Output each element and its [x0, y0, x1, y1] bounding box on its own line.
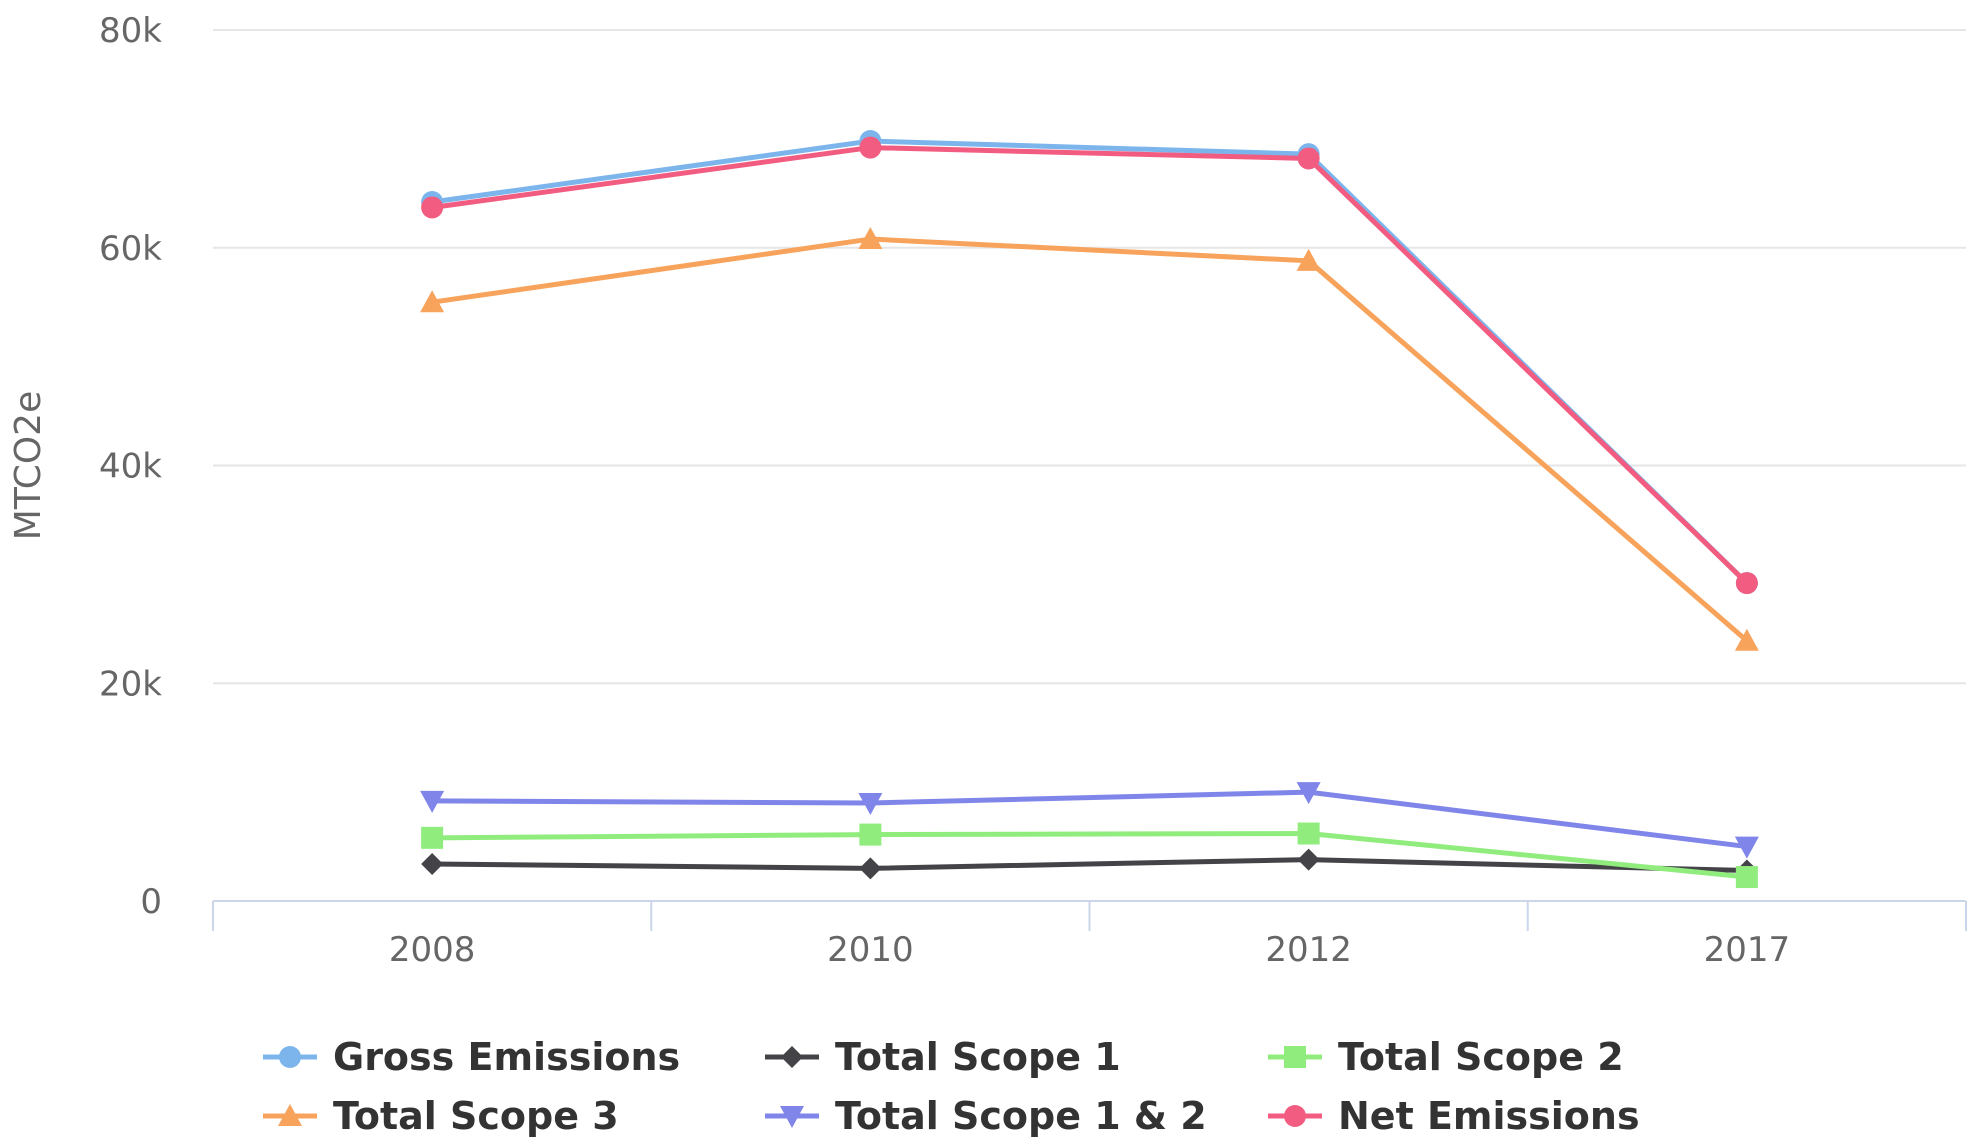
data-point: [420, 290, 445, 313]
data-point: [421, 826, 444, 849]
x-tick-label: 2017: [1704, 930, 1791, 970]
legend-label: Net Emissions: [1338, 1094, 1640, 1138]
data-point: [1296, 782, 1321, 805]
data-point: [859, 136, 882, 159]
grid-lines: [213, 29, 1966, 685]
data-point: [1735, 866, 1758, 889]
series-group: [420, 130, 1759, 889]
x-tick-label: 2012: [1265, 930, 1352, 970]
legend-item-total-scope-1-and-2[interactable]: Total Scope 1 & 2: [765, 1094, 1207, 1138]
y-tick-label: 0: [140, 882, 162, 922]
series-line: [429, 789, 1750, 850]
data-point: [421, 852, 444, 875]
legend-item-total-scope-2[interactable]: Total Scope 2: [1268, 1035, 1624, 1079]
legend-item-net-emissions[interactable]: Net Emissions: [1268, 1094, 1640, 1138]
legend-symbol: [279, 1046, 301, 1068]
data-point: [859, 857, 882, 880]
legend-symbol: [781, 1046, 803, 1068]
series-line: [429, 236, 1750, 644]
legend-item-total-scope-1[interactable]: Total Scope 1: [765, 1035, 1121, 1079]
series-total-scope-1-and-2: [420, 782, 1759, 859]
data-point: [1297, 848, 1320, 871]
data-point: [859, 823, 882, 846]
y-tick-label: 80k: [99, 11, 162, 51]
data-point: [1297, 822, 1320, 845]
series-total-scope-1: [421, 848, 1758, 882]
data-point: [420, 790, 445, 813]
data-point: [858, 227, 883, 250]
legend-label: Total Scope 1: [835, 1035, 1121, 1079]
legend-item-total-scope-3[interactable]: Total Scope 3: [263, 1094, 619, 1138]
legend-label: Total Scope 2: [1338, 1035, 1624, 1079]
x-tick-label: 2008: [389, 930, 476, 970]
series-net-emissions: [421, 136, 1758, 595]
series-line: [429, 830, 1750, 880]
legend-label: Gross Emissions: [333, 1035, 680, 1079]
y-axis-tick-labels: 0 20k 40k 60k 80k: [99, 11, 162, 922]
data-point: [1297, 147, 1320, 170]
x-axis: 2008 2010 2012 2017: [212, 900, 1967, 970]
legend-symbol: [1284, 1046, 1306, 1068]
data-point: [1735, 572, 1758, 595]
data-point: [1734, 836, 1759, 859]
y-tick-label: 20k: [99, 664, 162, 704]
legend-symbol: [1284, 1105, 1306, 1127]
legend-label: Total Scope 1 & 2: [835, 1094, 1207, 1138]
y-axis-title: MTCO2e: [8, 391, 49, 540]
data-point: [421, 196, 444, 219]
legend-label: Total Scope 3: [333, 1094, 619, 1138]
data-point: [1734, 628, 1759, 651]
x-tick-label: 2010: [827, 930, 914, 970]
y-tick-label: 40k: [99, 447, 162, 487]
series-line: [429, 138, 1750, 586]
legend-symbol: [278, 1104, 302, 1126]
legend-symbol: [780, 1106, 804, 1128]
data-point: [858, 793, 883, 816]
y-tick-label: 60k: [99, 229, 162, 269]
series-total-scope-2: [421, 822, 1758, 889]
legend-item-gross-emissions[interactable]: Gross Emissions: [263, 1035, 680, 1079]
series-gross-emissions: [421, 130, 1758, 595]
series-total-scope-3: [420, 227, 1759, 651]
legend: Gross Emissions Total Scope 1 Total Scope …: [263, 1035, 1640, 1138]
series-line: [429, 145, 1750, 586]
data-point: [1296, 248, 1321, 271]
series-line: [429, 857, 1750, 874]
